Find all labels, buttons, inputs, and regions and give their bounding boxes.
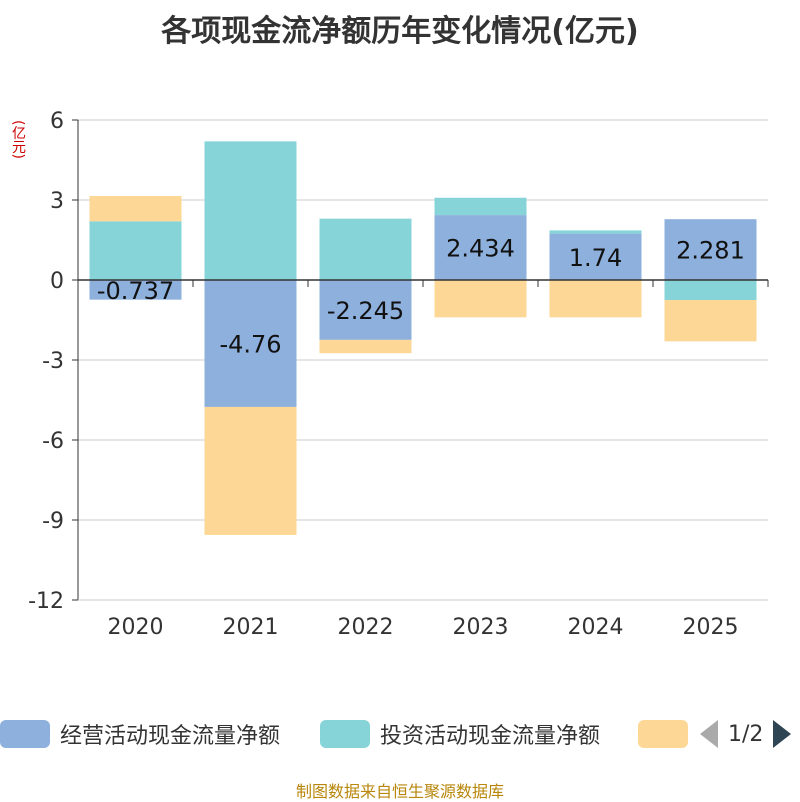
chart-title: 各项现金流净额历年变化情况(亿元) [161,14,639,49]
legend-swatch-operating [0,720,50,748]
bar-investing-2021[interactable] [204,141,297,280]
bar-financing-2020[interactable] [89,196,182,222]
y-axis-unit-label: (亿元) [10,120,26,159]
data-label-operating-2022: -2.245 [327,297,404,325]
bar-operating-2021[interactable] [204,280,297,407]
legend-item-financing[interactable] [638,716,698,752]
legend-swatch-financing [638,720,688,748]
legend-item-investing[interactable]: 投资活动现金流量净额 [320,716,600,752]
bar-investing-2023[interactable] [434,197,527,216]
y-tick-label: -6 [42,429,64,454]
legend-next-page-icon[interactable] [773,720,792,748]
data-source-note: 制图数据来自恒生聚源数据库 [295,782,504,801]
data-label-operating-2025: 2.281 [676,237,745,265]
y-tick-label: 3 [50,189,64,214]
x-tick-label: 2022 [338,615,394,640]
y-tick-label: -12 [28,589,64,614]
chart-canvas: 6 3 0 -3 -6 -9 -12 2020 2021 2022 2023 2024 2025 -0.… [28,109,769,640]
legend-swatch-investing [320,720,370,748]
x-tick-label: 2024 [568,615,624,640]
bar-investing-2020[interactable] [89,221,182,280]
x-tick-label: 2020 [108,615,164,640]
x-tick-label: 2021 [223,615,279,640]
bar-financing-2024[interactable] [549,280,642,318]
bar-operating-2020[interactable] [89,280,182,300]
data-label-operating-2021: -4.76 [219,330,281,358]
legend-label-operating: 经营活动现金流量净额 [60,724,281,749]
y-tick-label: -3 [42,349,64,374]
bar-operating-2022[interactable] [319,280,412,340]
bar-operating-2025[interactable] [664,219,757,280]
y-tick-label: 0 [50,269,64,294]
legend: 经营活动现金流量净额 投资活动现金流量净额 1/2 [0,716,800,752]
axis-layer: 6 3 0 -3 -6 -9 -12 2020 2021 2022 2023 2024 2025 [28,109,769,640]
data-label-layer: -0.737 -4.76 -2.245 2.434 1.74 2.281 [97,235,745,359]
legend-label-investing: 投资活动现金流量净额 [380,724,601,749]
bar-operating-2024[interactable] [549,233,642,280]
x-tick-label: 2023 [453,615,509,640]
y-tick-label: -9 [42,509,64,534]
bar-layer [89,141,757,535]
bar-financing-2025[interactable] [664,300,757,342]
legend-page-indicator: 1/2 [728,721,764,747]
legend-prev-page-icon[interactable] [700,720,718,748]
data-label-operating-2020: -0.737 [97,277,174,305]
x-tick-label: 2025 [683,615,739,640]
bar-financing-2021[interactable] [204,406,297,535]
bar-investing-2024[interactable] [549,230,642,234]
bar-operating-2023[interactable] [434,215,527,280]
y-tick-label: 6 [50,109,64,134]
grid-layer [78,119,768,601]
bar-investing-2025[interactable] [664,280,757,300]
bar-financing-2022[interactable] [319,339,412,354]
data-label-operating-2023: 2.434 [446,235,515,263]
legend-pager: 1/2 [700,716,792,752]
bar-financing-2023[interactable] [434,280,527,318]
legend-item-operating[interactable]: 经营活动现金流量净额 [0,716,280,752]
data-label-operating-2024: 1.74 [569,244,622,272]
bar-investing-2022[interactable] [319,218,412,280]
